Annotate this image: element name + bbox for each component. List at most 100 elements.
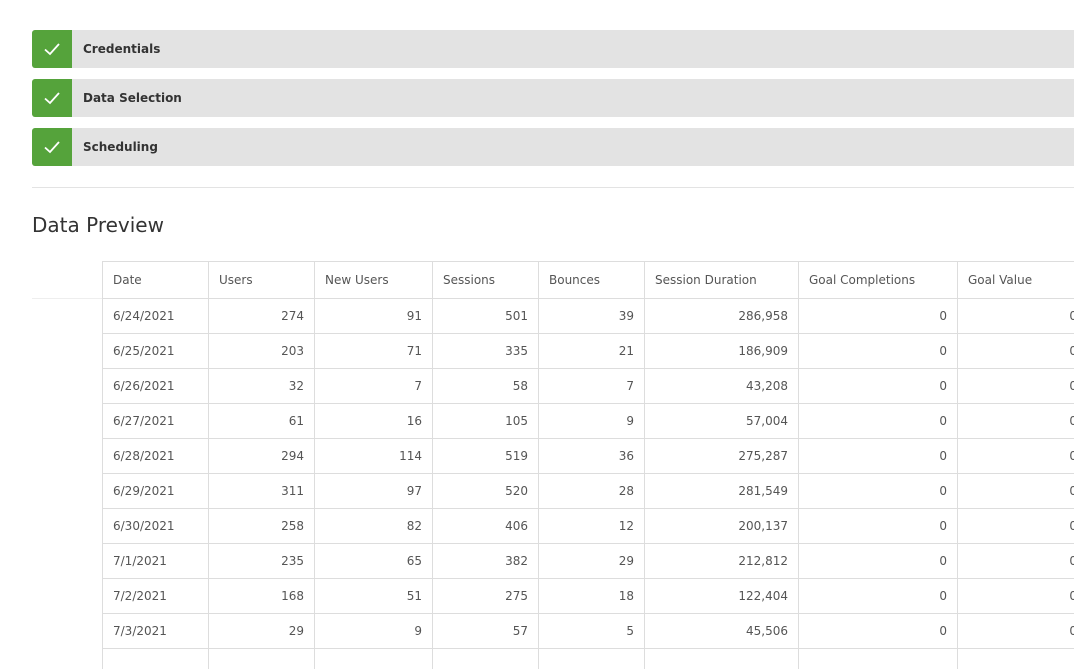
table-cell: 0 <box>957 298 1074 334</box>
table-cell: 43,208 <box>644 368 799 404</box>
table-cell: 61 <box>208 403 315 439</box>
table-cell: 311 <box>208 473 315 509</box>
step-label: Scheduling <box>83 140 158 154</box>
table-cell: 58 <box>432 368 539 404</box>
table-cell: 6/24/2021 <box>102 298 209 334</box>
table-body: 6/24/20212749150139286,958006/25/2021203… <box>102 298 1074 669</box>
column-header: Date <box>102 261 209 299</box>
table-cell: 294 <box>208 438 315 474</box>
table-cell: 105 <box>432 403 539 439</box>
table-cell: 51 <box>314 578 433 614</box>
table-cell: 0 <box>957 543 1074 579</box>
step-bar: Data Selection <box>32 79 1074 117</box>
table-cell: 0 <box>957 508 1074 544</box>
divider <box>32 187 1074 188</box>
table-cell: 36 <box>538 438 645 474</box>
table-cell: 7/3/2021 <box>102 613 209 649</box>
table-cell <box>538 648 645 669</box>
table-cell: 0 <box>798 613 958 649</box>
table-cell: 0 <box>798 473 958 509</box>
column-header: Users <box>208 261 315 299</box>
table-cell: 114 <box>314 438 433 474</box>
table-cell: 406 <box>432 508 539 544</box>
table-cell: 382 <box>432 543 539 579</box>
table-cell: 281,549 <box>644 473 799 509</box>
column-header: Bounces <box>538 261 645 299</box>
table-cell: 0 <box>798 298 958 334</box>
step-label: Data Selection <box>83 91 182 105</box>
checkmark <box>44 43 60 56</box>
table-cell: 65 <box>314 543 433 579</box>
table-cell: 0 <box>798 368 958 404</box>
column-header: Goal Value <box>957 261 1074 299</box>
table-cell: 274 <box>208 298 315 334</box>
table-cell: 235 <box>208 543 315 579</box>
divider <box>32 298 102 299</box>
table-cell: 0 <box>957 368 1074 404</box>
table-cell: 0 <box>957 438 1074 474</box>
table-cell: 9 <box>314 613 433 649</box>
table-cell: 0 <box>957 403 1074 439</box>
table-cell: 286,958 <box>644 298 799 334</box>
table-cell: 6/30/2021 <box>102 508 209 544</box>
table-cell: 39 <box>538 298 645 334</box>
data-table: Date Users New Users Sessions Bounces Session… <box>102 261 1074 669</box>
table-cell: 71 <box>314 333 433 369</box>
table-cell: 0 <box>957 333 1074 369</box>
table-cell: 21 <box>538 333 645 369</box>
table-cell: 29 <box>208 613 315 649</box>
table-cell: 82 <box>314 508 433 544</box>
table-cell: 258 <box>208 508 315 544</box>
column-header: New Users <box>314 261 433 299</box>
table-cell: 203 <box>208 333 315 369</box>
table-cell: 91 <box>314 298 433 334</box>
table-cell: 7 <box>538 368 645 404</box>
table-cell: 275 <box>432 578 539 614</box>
check-icon <box>32 128 72 166</box>
table-cell: 57,004 <box>644 403 799 439</box>
section-title: Data Preview <box>32 213 164 237</box>
step-bar: Credentials <box>32 30 1074 68</box>
table-cell: 212,812 <box>644 543 799 579</box>
table-cell: 6/29/2021 <box>102 473 209 509</box>
table-cell: 335 <box>432 333 539 369</box>
table-cell: 6/28/2021 <box>102 438 209 474</box>
table-cell: 28 <box>538 473 645 509</box>
check-icon <box>32 79 72 117</box>
table-cell: 32 <box>208 368 315 404</box>
checkmark <box>44 92 60 105</box>
table-cell: 0 <box>798 438 958 474</box>
table-cell: 186,909 <box>644 333 799 369</box>
table-cell: 0 <box>957 578 1074 614</box>
table-cell: 0 <box>798 403 958 439</box>
table-cell: 501 <box>432 298 539 334</box>
table-cell: 6/25/2021 <box>102 333 209 369</box>
table-cell: 519 <box>432 438 539 474</box>
table-cell: 6/26/2021 <box>102 368 209 404</box>
table-cell: 0 <box>798 333 958 369</box>
table-cell: 7/1/2021 <box>102 543 209 579</box>
table-row <box>102 648 1074 669</box>
table-cell: 12 <box>538 508 645 544</box>
table-cell: 0 <box>957 473 1074 509</box>
table-cell: 7/2/2021 <box>102 578 209 614</box>
table-cell: 97 <box>314 473 433 509</box>
check-icon <box>32 30 72 68</box>
table-cell: 200,137 <box>644 508 799 544</box>
table-cell: 5 <box>538 613 645 649</box>
column-header: Session Duration <box>644 261 799 299</box>
table-cell: 45,506 <box>644 613 799 649</box>
table-cell <box>432 648 539 669</box>
table-cell: 168 <box>208 578 315 614</box>
step-bar: Scheduling <box>32 128 1074 166</box>
table-container: Date Users New Users Sessions Bounces Session… <box>102 261 1074 669</box>
